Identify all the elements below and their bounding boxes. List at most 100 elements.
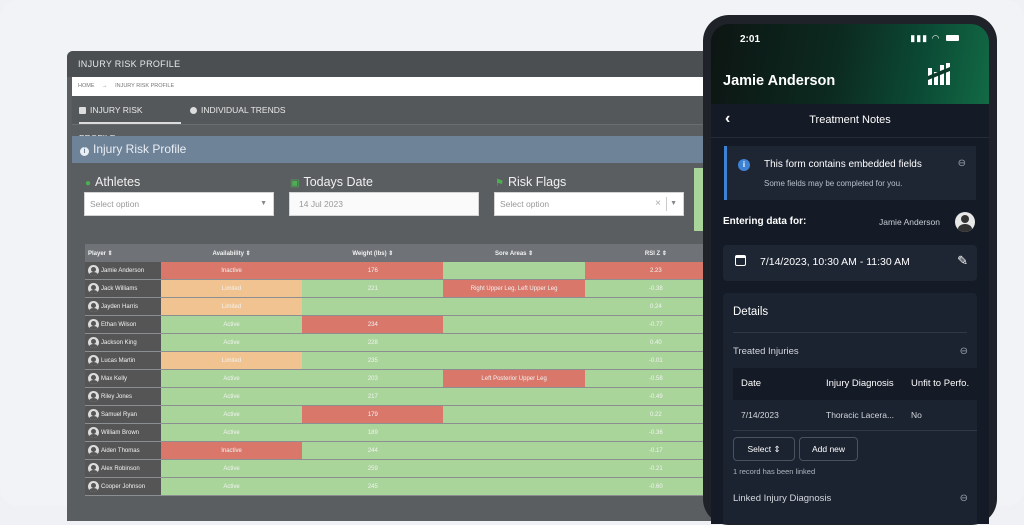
table-row[interactable]: Aiden Thomas Inactive 244 -0.17 [85, 441, 727, 460]
cell-availability: Active [160, 405, 303, 424]
table-row[interactable]: Jamie Anderson Inactive 176 2.23 [85, 262, 727, 280]
select-button[interactable]: Select ⇕ [733, 437, 795, 461]
table-row[interactable]: Jack Williams Limited 221 Right Upper Leg, … [85, 279, 727, 298]
risk-flags-select[interactable]: Select option × ▼ [494, 192, 684, 216]
cell-availability: Active [160, 333, 303, 352]
table-row[interactable]: Ethan Wilson Active 234 -0.77 [85, 315, 727, 334]
breadcrumb-home[interactable]: HOME [78, 83, 95, 89]
player-name: Cooper Johnson [101, 484, 146, 491]
cell-unfit: No [911, 410, 922, 420]
link-icon[interactable]: ⊖ [957, 158, 966, 169]
trends-icon [190, 107, 197, 114]
athletes-select[interactable]: Select option ▼ [84, 192, 274, 216]
table-row[interactable]: 7/14/2023 Thoracic Lacera... No [733, 400, 977, 431]
details-title: Details [733, 306, 769, 318]
session-date-field[interactable]: 7/14/2023, 10:30 AM - 11:30 AM ✎ [723, 245, 977, 281]
cell-weight: 245 [302, 477, 444, 496]
player-name: Alex Robinson [101, 466, 140, 473]
link-icon[interactable]: ⊖ [959, 493, 968, 504]
injury-risk-table: Player ⇕ Availability ⇕ Weight (lbs) ⇕ S… [85, 244, 727, 496]
status-icons: ▮▮▮ ◠ [910, 33, 959, 44]
signal-icon: ▮▮▮ [910, 33, 929, 43]
col-sore-areas[interactable]: Sore Areas ⇕ [443, 244, 585, 262]
col-rsi-z[interactable]: RSI Z ⇕ [584, 244, 727, 262]
cell-rsi-z: 0.22 [584, 405, 727, 424]
chevron-down-icon: ▼ [260, 200, 267, 207]
cell-sore-areas [443, 459, 585, 478]
table-row[interactable]: Samuel Ryan Active 179 0.22 [85, 405, 727, 424]
cell-availability: Limited [160, 279, 303, 298]
nav-bar: ‹ Treatment Notes [711, 104, 989, 138]
cell-sore-areas: Right Upper Leg, Left Upper Leg [443, 279, 585, 298]
cell-player: Cooper Johnson [85, 477, 161, 496]
table-row[interactable]: Jackson King Active 228 0.40 [85, 333, 727, 352]
entering-data-name: Jamie Anderson [879, 217, 940, 227]
avatar [88, 355, 99, 366]
table-row[interactable]: Max Kelly Active 203 Left Posterior Upper L… [85, 369, 727, 388]
add-new-button[interactable]: Add new [799, 437, 858, 461]
tab-injury-risk-profile[interactable]: INJURY RISK PROFILE [79, 96, 181, 143]
person-icon: ● [85, 178, 92, 189]
cell-sore-areas [443, 441, 585, 460]
cell-weight: 203 [302, 369, 444, 388]
cell-player: Riley Jones [85, 387, 161, 406]
table-row[interactable]: Jayden Harris Limited 0.24 [85, 297, 727, 316]
back-chevron-icon[interactable]: ‹ [725, 110, 731, 127]
cell-weight: 189 [302, 423, 444, 442]
chevron-down-icon: ▼ [670, 200, 677, 207]
cell-sore-areas [443, 297, 585, 316]
table-row[interactable]: Lucas Martin Limited 235 -0.01 [85, 351, 727, 370]
tab-individual-trends[interactable]: INDIVIDUAL TRENDS [190, 96, 290, 124]
player-name: Jamie Anderson [101, 268, 145, 275]
wifi-icon: ◠ [931, 33, 941, 43]
col-availability[interactable]: Availability ⇕ [160, 244, 303, 262]
cell-rsi-z: -0.58 [584, 369, 727, 388]
cell-rsi-z: -0.36 [584, 423, 727, 442]
col-weight[interactable]: Weight (lbs) ⇕ [302, 244, 444, 262]
avatar [88, 445, 99, 456]
treated-injuries-table-header: Date Injury Diagnosis Unfit to Perfo. [733, 368, 977, 400]
avatar [88, 265, 99, 276]
avatar [88, 319, 99, 330]
cell-player: Aiden Thomas [85, 441, 161, 460]
cell-player: Jayden Harris [85, 297, 161, 316]
cell-rsi-z: -0.49 [584, 387, 727, 406]
cell-weight: 244 [302, 441, 444, 460]
player-name: Samuel Ryan [101, 412, 138, 419]
tab-bar: INJURY RISK PROFILE INDIVIDUAL TRENDS [72, 96, 727, 143]
cell-sore-areas [443, 351, 585, 370]
table-row[interactable]: Riley Jones Active 217 -0.49 [85, 387, 727, 406]
avatar [88, 481, 99, 492]
date-input[interactable]: 14 Jul 2023 [289, 192, 479, 216]
link-icon[interactable]: ⊖ [959, 346, 968, 357]
updown-icon: ⇕ [773, 444, 781, 454]
desktop-app-window: INJURY RISK PROFILE HOME → INJURY RISK P… [67, 51, 727, 521]
treated-injuries-label: Treated Injuries [733, 346, 799, 357]
table-row[interactable]: Cooper Johnson Active 245 -0.60 [85, 477, 727, 496]
divider [733, 332, 967, 333]
player-name: Lucas Martin [101, 358, 136, 365]
cell-sore-areas [443, 315, 585, 334]
avatar [88, 463, 99, 474]
avatar [955, 212, 975, 232]
cell-rsi-z: -0.01 [584, 351, 727, 370]
cell-sore-areas [443, 405, 585, 424]
cell-player: William Brown [85, 423, 161, 442]
calendar-icon: ▣ [290, 178, 300, 189]
linked-count: 1 record has been linked [733, 467, 816, 476]
table-row[interactable]: Alex Robinson Active 259 -0.21 [85, 459, 727, 478]
cell-weight [302, 297, 444, 316]
cell-sore-areas [443, 423, 585, 442]
breadcrumb-current: INJURY RISK PROFILE [115, 83, 175, 89]
edit-pencil-icon[interactable]: ✎ [957, 253, 968, 268]
col-player[interactable]: Player ⇕ [85, 244, 161, 262]
table-row[interactable]: William Brown Active 189 -0.36 [85, 423, 727, 442]
cell-rsi-z: -0.77 [584, 315, 727, 334]
cell-weight: 228 [302, 333, 444, 352]
cell-availability: Active [160, 315, 303, 334]
cell-availability: Active [160, 369, 303, 388]
avatar [88, 409, 99, 420]
clear-icon[interactable]: × [655, 198, 661, 209]
cell-player: Jamie Anderson [85, 262, 161, 280]
brand-logo-icon [928, 63, 950, 85]
